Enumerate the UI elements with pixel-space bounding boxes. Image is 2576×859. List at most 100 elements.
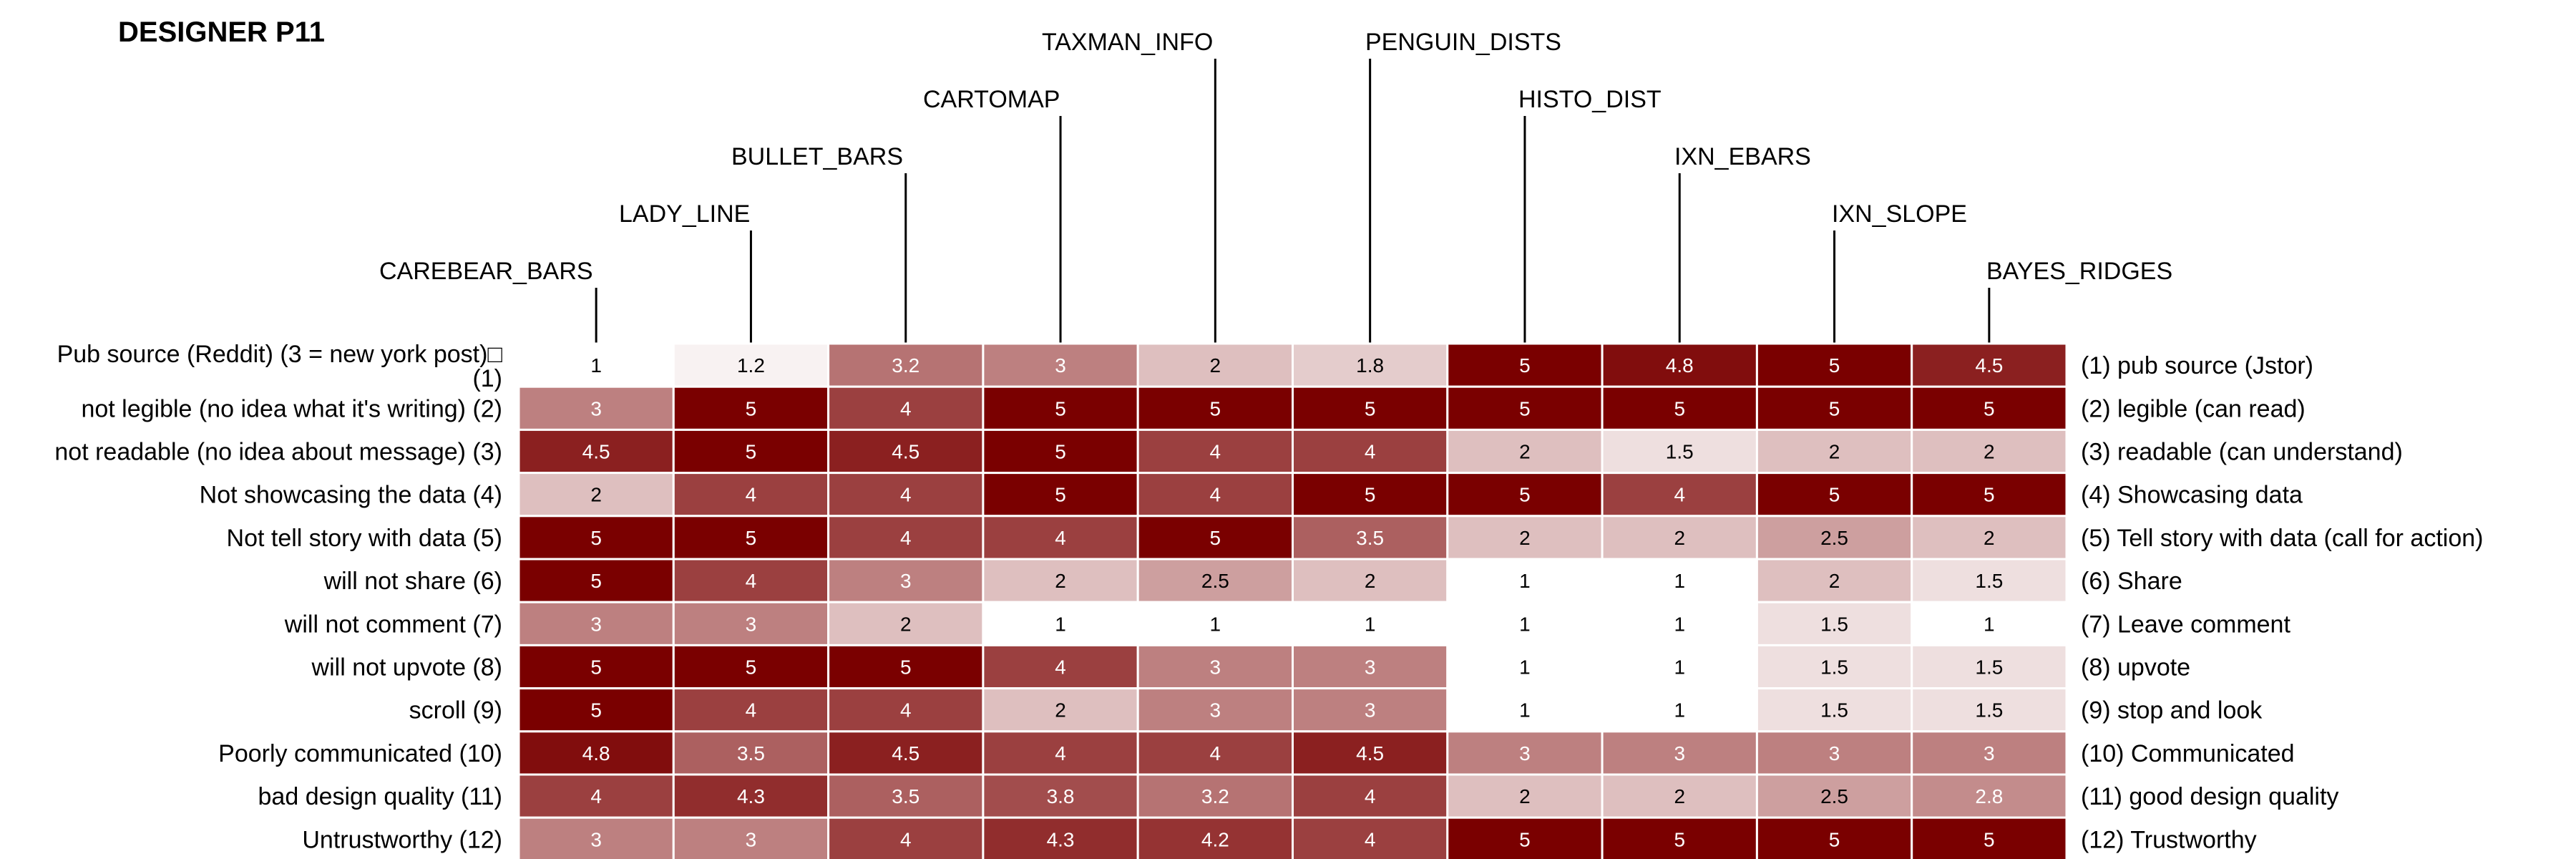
row-label-right: (7) Leave comment: [2081, 611, 2290, 638]
cell-value-label: 1: [1519, 656, 1531, 679]
row-label-right: (5) Tell story with data (call for actio…: [2081, 525, 2483, 552]
cell-value-label: 5: [1829, 484, 1840, 506]
heatmap-cell: [1136, 773, 1294, 819]
heatmap-cell: [1755, 816, 1913, 859]
cell-value-label: 4: [1055, 742, 1066, 765]
cell-value-label: 5: [1519, 397, 1531, 419]
cell-value-label: 1: [1519, 570, 1531, 592]
heatmap-cells: 1 1.2 3.2 3 2 1.8 5 4.8 5 4.5 3 5 4 5 5 5 5 5 5 5 4.5 5 4.5 5 4 4…: [517, 342, 2068, 859]
cell-value-label: 5: [746, 527, 757, 549]
heatmap-cell: [672, 515, 830, 560]
cell-value-label: 4.2: [1201, 828, 1229, 850]
cell-value-label: 2: [1829, 441, 1840, 463]
heatmap-cell: [1911, 687, 2068, 733]
cell-value-label: 1: [1519, 613, 1531, 635]
row-label-left: will not upvote (8): [311, 654, 502, 681]
cell-value-label: 2: [1829, 570, 1840, 592]
cell-value-label: 3: [1984, 742, 1995, 765]
cell-value-label: 1: [1674, 613, 1685, 635]
heatmap-cell: [982, 601, 1139, 646]
heatmap-cell: [827, 472, 985, 518]
heatmap-cell: [1601, 644, 1758, 690]
cell-value-label: 1.5: [1975, 699, 2003, 722]
heatmap-cell: [1755, 687, 1913, 733]
cell-value-label: 1.5: [1820, 699, 1848, 722]
row-label-left: will not share (6): [323, 568, 502, 595]
column-label: IXN_EBARS: [1674, 143, 1811, 170]
cell-value-label: 2: [900, 613, 912, 635]
row-label-right: (3) readable (can understand): [2081, 439, 2403, 466]
cell-value-label: 5: [1674, 828, 1685, 850]
row-label-left: Not tell story with data (5): [227, 525, 502, 552]
cell-value-label: 1.5: [1820, 656, 1848, 679]
cell-value-label: 4.8: [1666, 354, 1694, 377]
cell-value-label: 4: [900, 527, 912, 549]
heatmap-cell: [1446, 730, 1604, 776]
row-label-left: not readable (no idea about message) (3): [54, 439, 502, 466]
cell-value-label: 5: [1365, 397, 1376, 419]
row-label-left: Untrustworthy (12): [302, 826, 502, 853]
heatmap-cell: [517, 773, 675, 819]
cell-value-label: 1: [1674, 656, 1685, 679]
cell-value-label: 2: [1365, 570, 1376, 592]
heatmap-cell: [517, 816, 675, 859]
heatmap-cell: [1601, 515, 1758, 560]
cell-value-label: 4: [900, 484, 912, 506]
cell-value-label: 2: [1519, 785, 1531, 807]
cell-value-label: 5: [1674, 397, 1685, 419]
cell-value-label: 3: [1055, 354, 1066, 377]
cell-value-label: 3: [1365, 699, 1376, 722]
heatmap-cell: [1446, 342, 1604, 388]
row-label-right: (12) Trustworthy: [2081, 826, 2257, 853]
cell-value-label: 2.8: [1975, 785, 2003, 807]
row-label-right: (9) stop and look: [2081, 697, 2263, 724]
cell-value-label: 3.2: [892, 354, 919, 377]
heatmap-cell: [1601, 730, 1758, 776]
heatmap-cell: [672, 342, 830, 388]
heatmap-cell: [1136, 730, 1294, 776]
heatmap-cell: [827, 558, 985, 603]
heatmap-cell: [1136, 428, 1294, 475]
heatmap-cell: [1755, 515, 1913, 560]
heatmap-cell: [1136, 644, 1294, 690]
column-label: LADY_LINE: [619, 200, 750, 228]
cell-value-label: 5: [1365, 484, 1376, 506]
cell-value-label: 5: [1519, 354, 1531, 377]
heatmap-cell: [672, 601, 830, 646]
heatmap-cell: [1446, 816, 1604, 859]
cell-value-label: 5: [900, 656, 912, 679]
cell-value-label: 1: [1674, 570, 1685, 592]
heatmap-cell: [517, 730, 675, 776]
heatmap-cell: [982, 558, 1139, 603]
row-label-right: (4) Showcasing data: [2081, 482, 2303, 509]
heatmap-cell: [1601, 816, 1758, 859]
heatmap-cell: [1911, 816, 2068, 859]
cell-value-label: 1: [1055, 613, 1066, 635]
heatmap-cell: [517, 644, 675, 690]
cell-value-label: 4.8: [582, 742, 610, 765]
cell-value-label: 4: [900, 699, 912, 722]
cell-value-label: 3: [900, 570, 912, 592]
cell-value-label: 5: [1210, 397, 1221, 419]
row-label-left: Not showcasing the data (4): [200, 482, 502, 509]
heatmap-cell: [1755, 558, 1913, 603]
heatmap-cell: [672, 558, 830, 603]
cell-value-label: 5: [1055, 441, 1066, 463]
heatmap-cell: [1292, 644, 1449, 690]
heatmap-cell: [982, 385, 1139, 431]
cell-value-label: 3: [590, 828, 602, 850]
heatmap-cell: [1136, 558, 1294, 603]
heatmap-cell: [1292, 342, 1449, 388]
cell-value-label: 2.5: [1201, 570, 1229, 592]
cell-value-label: 3.5: [737, 742, 765, 765]
row-label-left: will not comment (7): [284, 611, 502, 638]
cell-value-label: 4: [1365, 828, 1376, 850]
cell-value-label: 1.5: [1820, 613, 1848, 635]
cell-value-label: 4: [746, 484, 757, 506]
heatmap-cell: [1601, 472, 1758, 518]
cell-value-label: 1: [1674, 699, 1685, 722]
heatmap-cell: [1755, 472, 1913, 518]
heatmap-cell: [982, 816, 1139, 859]
cell-value-label: 1.5: [1975, 656, 2003, 679]
row-label-left: Poorly communicated (10): [218, 740, 502, 767]
